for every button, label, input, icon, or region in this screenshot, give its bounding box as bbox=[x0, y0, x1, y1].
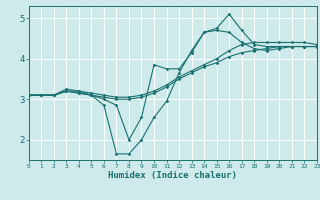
X-axis label: Humidex (Indice chaleur): Humidex (Indice chaleur) bbox=[108, 171, 237, 180]
